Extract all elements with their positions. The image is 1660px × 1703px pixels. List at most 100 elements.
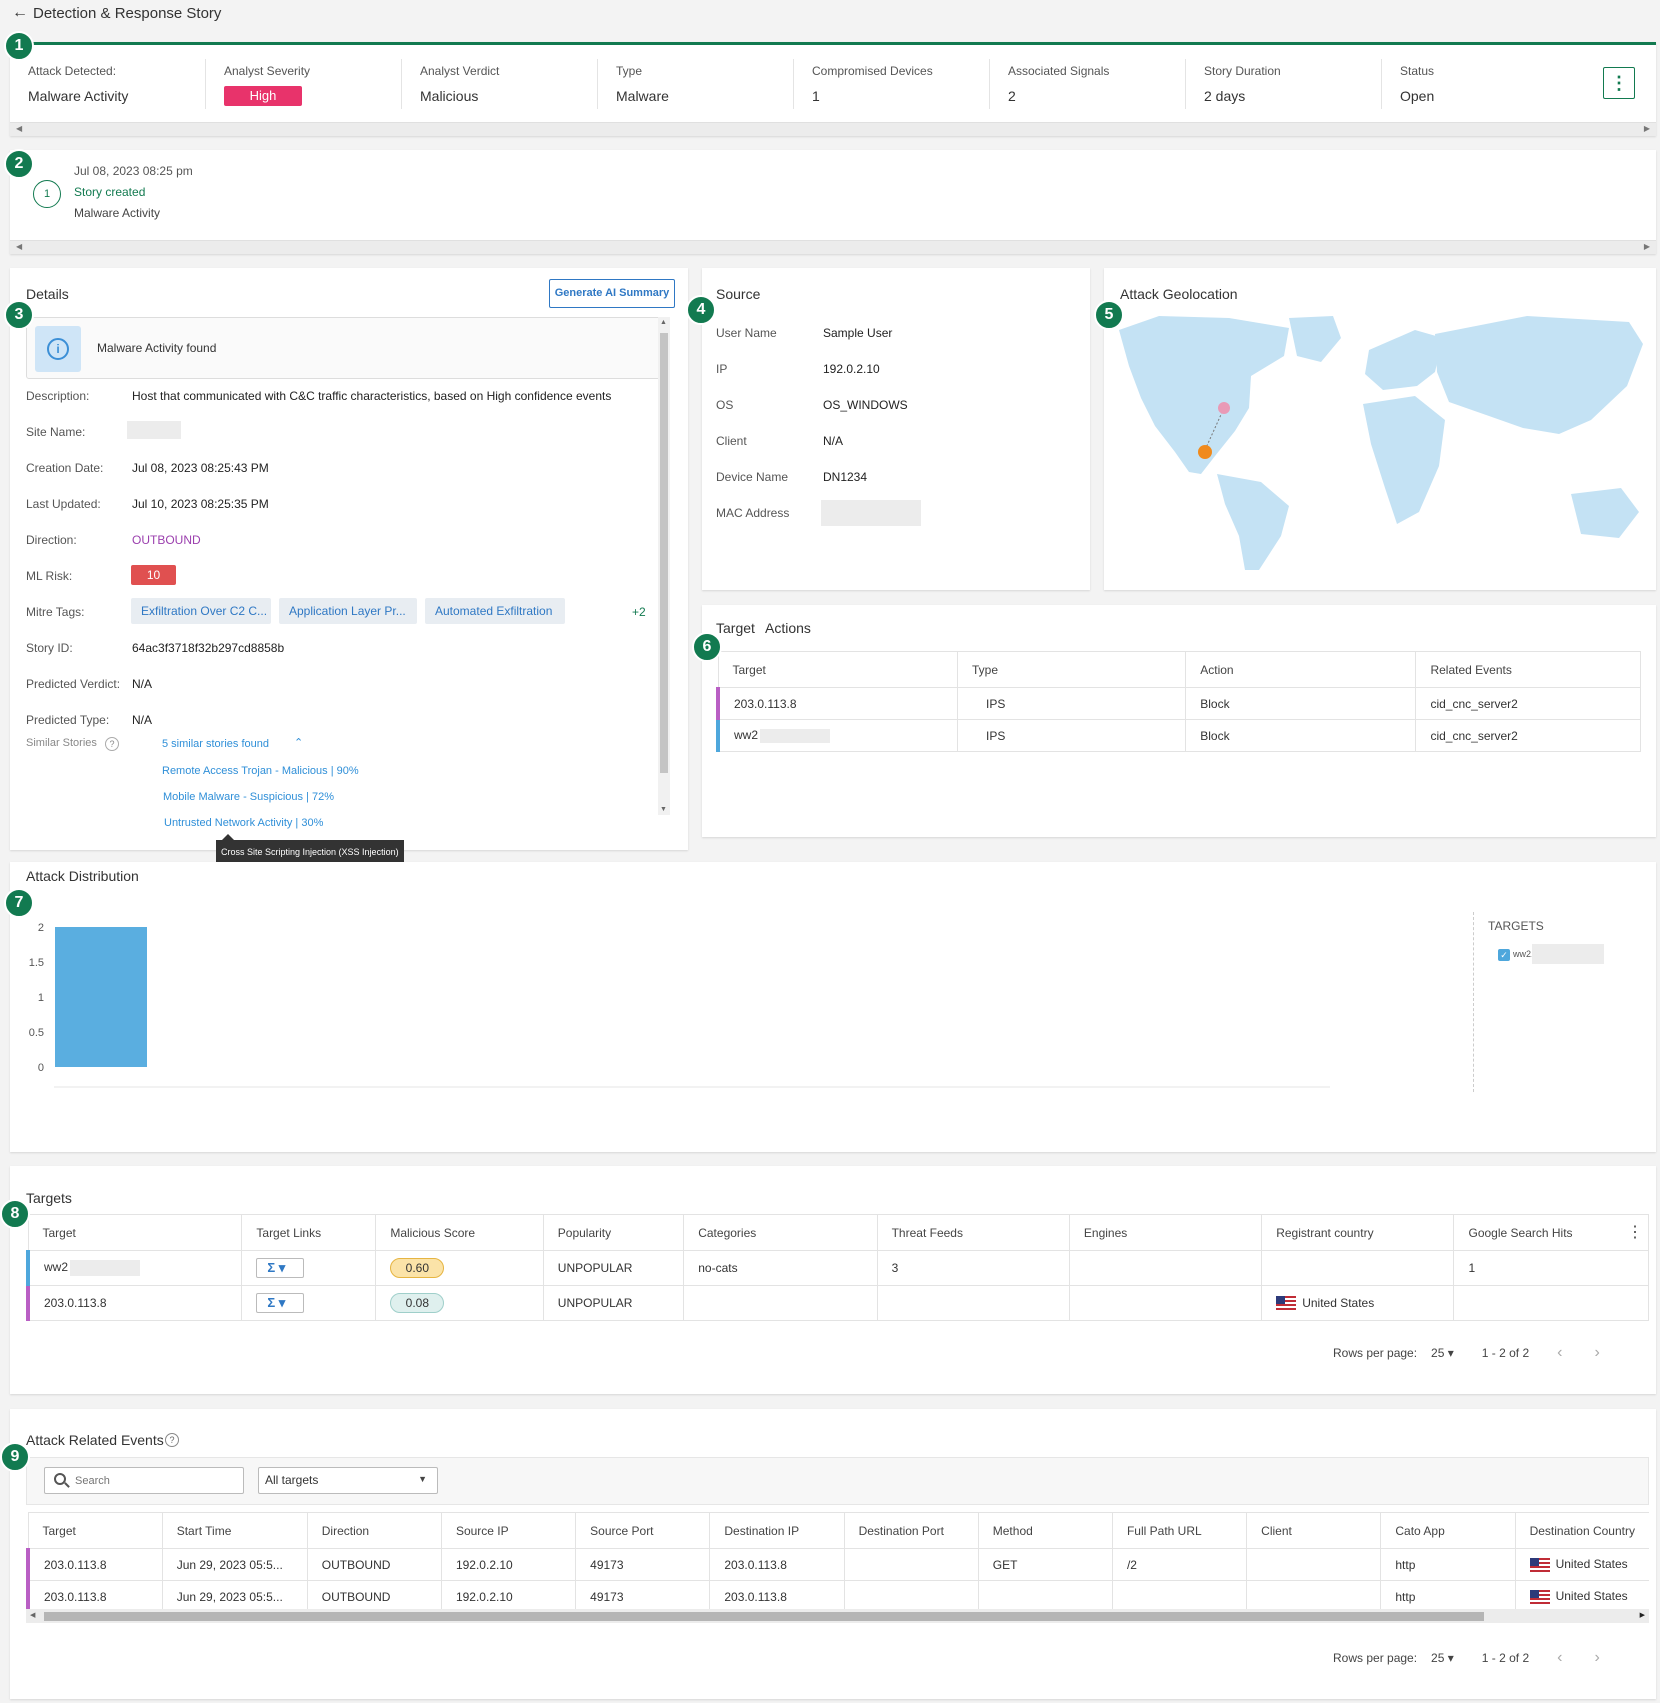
related-event-link[interactable]: cid_cnc_server2	[1415, 719, 1641, 752]
sigma-link-button[interactable]: Σ ▾	[256, 1293, 305, 1313]
event-cell: United States	[1515, 1548, 1649, 1581]
column-header[interactable]: Destination IP	[709, 1512, 845, 1549]
event-cell: 49173	[575, 1548, 711, 1581]
attack-distribution-chart: 21.510.5029 Jun	[29, 922, 1330, 1088]
actions-tab[interactable]: Actions	[765, 620, 811, 636]
column-header[interactable]: Engines	[1069, 1214, 1263, 1251]
similar-story-item[interactable]: Mobile Malware - Suspicious | 72%	[163, 791, 334, 803]
column-header[interactable]: Action	[1185, 651, 1417, 688]
summary-scrollbar[interactable]: ◀ ▶	[10, 122, 1656, 136]
column-header[interactable]: Related Events	[1415, 651, 1641, 688]
next-page-icon[interactable]: ›	[1594, 1344, 1600, 1361]
column-header[interactable]: Destination Port	[844, 1512, 979, 1549]
summary-cell: Status Open	[1382, 59, 1578, 109]
column-header[interactable]: Start Time	[162, 1512, 308, 1549]
column-header[interactable]: Target	[718, 651, 958, 688]
table-row[interactable]: ww2 Σ ▾ 0.60 UNPOPULAR no-cats 3 1	[26, 1250, 1649, 1286]
events-help-icon[interactable]: ?	[165, 1433, 179, 1447]
events-title: Attack Related Events	[26, 1432, 164, 1448]
source-panel: Source User Name Sample User IP 192.0.2.…	[702, 268, 1090, 590]
prev-page-icon[interactable]: ‹	[1557, 1649, 1563, 1666]
timeline-panel: Jul 08, 2023 08:25 pm 1 Story created Ma…	[10, 150, 1656, 254]
predicted-type-label: Predicted Type:	[26, 713, 110, 727]
timeline-scrollbar[interactable]: ◀ ▶	[10, 240, 1656, 254]
next-page-icon[interactable]: ›	[1594, 1649, 1600, 1666]
mitre-tag[interactable]: Exfiltration Over C2 C...	[131, 598, 271, 624]
column-header[interactable]: Direction	[307, 1512, 442, 1549]
targets-filter-select[interactable]: All targets ▼	[258, 1467, 438, 1494]
us-flag-icon	[1529, 1557, 1550, 1572]
severity-badge: High	[224, 86, 302, 106]
targets-column-menu-icon[interactable]: ⋮	[1627, 1224, 1643, 1241]
last-updated-value: Jul 10, 2023 08:25:35 PM	[132, 497, 269, 511]
legend-checkbox[interactable]: ✓	[1498, 949, 1510, 961]
chart-bar[interactable]	[55, 927, 147, 1067]
story-id-value: 64ac3f3718f32b297cd8858b	[132, 641, 285, 655]
column-header[interactable]: Threat Feeds	[877, 1214, 1070, 1251]
events-scrollbar[interactable]: ◀ ▶	[26, 1609, 1649, 1623]
column-header[interactable]: Google Search Hits	[1453, 1214, 1649, 1251]
column-header[interactable]: Target	[28, 1512, 163, 1549]
attack-destination-dot	[1198, 445, 1212, 459]
column-header[interactable]: Client	[1246, 1512, 1382, 1549]
search-input[interactable]	[75, 1472, 235, 1490]
os-value: OS_WINDOWS	[823, 398, 908, 412]
popularity-cell: UNPOPULAR	[543, 1285, 685, 1321]
africa-shape	[1363, 396, 1445, 524]
related-event-link[interactable]: cid_cnc_server2	[1415, 687, 1641, 720]
column-header[interactable]: Destination Country	[1515, 1512, 1649, 1549]
chevron-up-icon[interactable]: ⌃	[294, 737, 304, 749]
mitre-tag[interactable]: Automated Exfiltration	[425, 598, 565, 624]
table-row[interactable]: 203.0.113.8 Jun 29, 2023 05:5... OUTBOUND 1…	[26, 1580, 1649, 1613]
site-name-redacted	[127, 421, 181, 439]
details-scrollbar[interactable]: ▲ ▼	[658, 317, 670, 815]
table-row[interactable]: 203.0.113.8 Jun 29, 2023 05:5... OUTBOUND 1…	[26, 1548, 1649, 1581]
sigma-link-button[interactable]: Σ ▾	[256, 1258, 305, 1278]
column-header[interactable]: Source Port	[575, 1512, 711, 1549]
summary-value: Malware	[616, 88, 669, 104]
summary-cell: Analyst Severity High	[206, 59, 402, 109]
user-name-value: Sample User	[823, 326, 893, 340]
column-header[interactable]: Popularity	[543, 1214, 685, 1251]
mitre-tag[interactable]: Application Layer Pr...	[279, 598, 417, 624]
column-header[interactable]: Target	[28, 1214, 243, 1251]
prev-page-icon[interactable]: ‹	[1557, 1344, 1563, 1361]
targets-title: Targets	[26, 1190, 72, 1206]
column-header[interactable]: Cato App	[1380, 1512, 1516, 1549]
summary-label: Attack Detected:	[28, 64, 117, 78]
target-links-cell: Σ ▾	[241, 1250, 377, 1286]
column-header[interactable]: Type	[957, 651, 1187, 688]
table-row[interactable]: ww2 IPS Block cid_cnc_server2	[715, 719, 1641, 752]
timeline-event[interactable]: Story created	[74, 185, 146, 199]
summary-cell: Attack Detected: Malware Activity	[10, 59, 206, 109]
column-header[interactable]: Categories	[683, 1214, 878, 1251]
similar-story-item[interactable]: Untrusted Network Activity | 30%	[164, 817, 324, 829]
similar-story-item[interactable]: Remote Access Trojan - Malicious | 90%	[162, 765, 359, 777]
back-arrow-icon[interactable]: ←	[12, 4, 28, 21]
y-tick-label: 0.5	[29, 1027, 44, 1039]
y-tick-label: 1.5	[29, 957, 44, 969]
column-header[interactable]: Method	[978, 1512, 1113, 1549]
event-cell	[844, 1548, 979, 1581]
action-cell: Block	[1185, 687, 1417, 720]
rows-per-page-select[interactable]: 25 ▾	[1431, 1651, 1454, 1665]
more-options-button[interactable]: ⋮	[1603, 67, 1635, 99]
similar-stories-count[interactable]: 5 similar stories found	[162, 738, 269, 750]
geolocation-panel: Attack Geolocation	[1104, 268, 1656, 590]
column-header[interactable]: Target Links	[241, 1214, 377, 1251]
help-icon[interactable]: ?	[105, 737, 119, 751]
column-header[interactable]: Full Path URL	[1112, 1512, 1248, 1549]
summary-value: 2 days	[1204, 88, 1246, 104]
rows-per-page-select[interactable]: 25 ▾	[1431, 1346, 1454, 1360]
mitre-more-link[interactable]: +2	[632, 605, 646, 619]
marker-5: 5	[1094, 300, 1124, 330]
search-box[interactable]	[44, 1467, 244, 1494]
generate-ai-summary-button[interactable]: Generate AI Summary	[549, 279, 675, 308]
column-header[interactable]: Registrant country	[1261, 1214, 1455, 1251]
column-header[interactable]: Malicious Score	[375, 1214, 544, 1251]
column-header[interactable]: Source IP	[441, 1512, 577, 1549]
table-row[interactable]: 203.0.113.8 IPS Block cid_cnc_server2	[715, 687, 1641, 720]
hits-cell	[1453, 1285, 1649, 1321]
table-row[interactable]: 203.0.113.8 Σ ▾ 0.08 UNPOPULAR United States	[26, 1285, 1649, 1321]
event-cell	[1112, 1580, 1248, 1613]
